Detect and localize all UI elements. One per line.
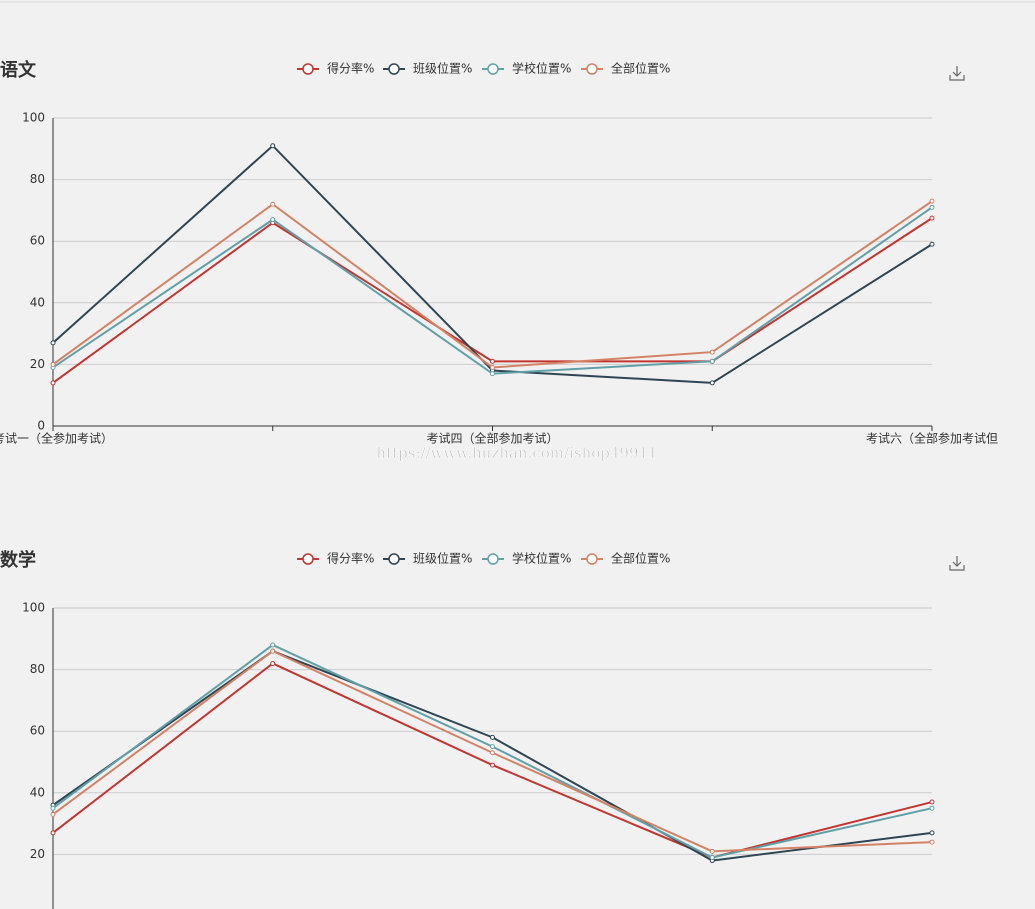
- data-point: [709, 848, 715, 854]
- chart-title: 数学: [0, 549, 36, 571]
- y-tick-label: 40: [30, 785, 45, 799]
- data-point: [490, 371, 495, 377]
- y-tick-label: 0: [37, 419, 45, 433]
- series-line: [52, 206, 933, 375]
- chart-title: 语文: [0, 59, 37, 81]
- chart-panel: 数学 20 40 60 80 100 得分率% 班级位置% 学校位置% 全部位置%: [0, 549, 935, 909]
- y-tick-label: 80: [30, 662, 45, 676]
- data-point: [50, 361, 56, 367]
- y-tick-label: 100: [22, 111, 45, 125]
- legend-symbol: [388, 63, 400, 75]
- data-point: [270, 217, 276, 223]
- legend-label: 全部位置%: [611, 61, 670, 76]
- data-point: [490, 750, 495, 756]
- legend-item: 班级位置%: [383, 61, 472, 76]
- data-point: [929, 215, 935, 221]
- series-line: [52, 649, 933, 862]
- data-point: [709, 380, 715, 386]
- data-point: [709, 349, 715, 355]
- chart-panel: 语文 0 20 40 60 80 100 考试一（全参加考试） 考试四（全部参加考试） 考试六（全…: [0, 59, 998, 446]
- x-tick-label: 考试一（全参加考试）: [0, 431, 113, 446]
- series-line: [52, 144, 933, 384]
- y-tick-label: 60: [30, 724, 45, 738]
- legend-label: 得分率%: [327, 551, 374, 566]
- data-point: [929, 241, 935, 247]
- y-tick-label: 60: [30, 234, 45, 248]
- legend-symbol: [302, 63, 314, 75]
- data-point: [490, 358, 495, 364]
- data-point: [50, 340, 56, 346]
- data-point: [50, 811, 56, 817]
- data-point: [709, 358, 715, 364]
- legend-label: 学校位置%: [512, 61, 571, 76]
- data-point: [929, 204, 935, 210]
- legend-symbol: [586, 553, 598, 565]
- legend-label: 全部位置%: [611, 551, 670, 566]
- legend-label: 班级位置%: [413, 61, 472, 76]
- legend-item: 全部位置%: [581, 61, 670, 76]
- legend-item: 学校位置%: [482, 61, 571, 76]
- data-point: [709, 854, 715, 860]
- data-point: [929, 799, 935, 805]
- data-point: [50, 380, 56, 386]
- y-tick-label: 100: [22, 601, 45, 615]
- data-point: [929, 805, 935, 811]
- legend-item: 得分率%: [297, 551, 374, 566]
- data-point: [270, 642, 276, 648]
- download-icon[interactable]: [949, 556, 965, 571]
- series-line: [52, 200, 933, 369]
- legend-symbol: [487, 553, 499, 565]
- data-point: [929, 830, 935, 836]
- legend-symbol: [388, 553, 400, 565]
- data-point: [490, 744, 495, 750]
- data-point: [490, 364, 495, 370]
- data-point: [50, 830, 56, 836]
- legend-symbol: [487, 63, 499, 75]
- data-point: [270, 143, 276, 149]
- legend-item: 全部位置%: [581, 551, 670, 566]
- legend-label: 得分率%: [327, 61, 374, 76]
- legend-symbol: [586, 63, 598, 75]
- data-point: [490, 734, 495, 740]
- y-tick-label: 20: [30, 847, 45, 861]
- y-tick-label: 80: [30, 172, 45, 186]
- legend-item: 学校位置%: [482, 551, 571, 566]
- data-point: [929, 839, 935, 845]
- legend-label: 学校位置%: [512, 551, 571, 566]
- data-point: [270, 648, 276, 654]
- legend-item: 得分率%: [297, 61, 374, 76]
- download-icon[interactable]: [949, 66, 965, 81]
- legend-symbol: [302, 553, 314, 565]
- data-point: [50, 805, 56, 811]
- data-point: [490, 762, 495, 768]
- series-line: [52, 662, 933, 859]
- y-tick-label: 40: [30, 295, 45, 309]
- legend-label: 班级位置%: [413, 551, 472, 566]
- legend-item: 班级位置%: [383, 551, 472, 566]
- data-point: [270, 660, 276, 666]
- y-tick-label: 20: [30, 357, 45, 371]
- watermark: https://www.huzhan.com/ishop49911: [376, 444, 657, 462]
- x-tick-label: 考试六（全部参加考试但: [866, 431, 998, 446]
- data-point: [270, 201, 276, 207]
- x-tick-label: 考试四（全部参加考试）: [426, 431, 558, 446]
- data-point: [929, 198, 935, 204]
